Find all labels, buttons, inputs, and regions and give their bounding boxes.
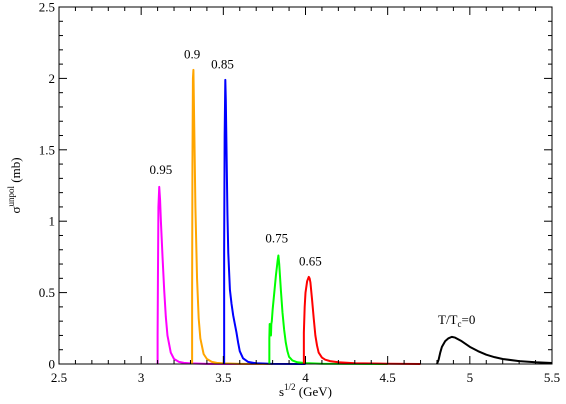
x-tick-label: 3 bbox=[138, 370, 145, 385]
curve-label: T/Tc=0 bbox=[438, 312, 475, 329]
curve-label: 0.65 bbox=[299, 253, 322, 268]
curves-layer bbox=[156, 68, 553, 365]
y-axis-label-rest: (mb) bbox=[8, 157, 23, 186]
series-line-5 bbox=[436, 335, 553, 365]
series-line-2 bbox=[223, 78, 306, 365]
curve-label: 0.95 bbox=[150, 162, 173, 177]
y-tick-label: 2 bbox=[49, 71, 56, 86]
y-tick-label: 0 bbox=[49, 357, 56, 372]
annotations-layer: 0.95 0.9 0.85 0.75 0.65 T/Tc=0 bbox=[150, 46, 476, 329]
x-tick-label: 4 bbox=[302, 370, 309, 385]
y-axis-label: σunpol (mb) bbox=[6, 157, 23, 213]
ticks-layer: 2.5 3 3.5 4 4.5 5 5.5 0 0.5 1 1.5 2 2.5 bbox=[39, 0, 560, 385]
y-tick-label: 2.5 bbox=[39, 0, 55, 15]
series-line-0 bbox=[156, 185, 273, 365]
x-axis-label-rest: (GeV) bbox=[296, 384, 332, 399]
x-tick-label: 4.5 bbox=[380, 370, 396, 385]
x-tick-label: 5 bbox=[467, 370, 474, 385]
x-axis-label-base: s bbox=[279, 384, 284, 399]
y-tick-label: 1.5 bbox=[39, 142, 55, 157]
y-axis-label-base: σ bbox=[8, 207, 23, 214]
y-axis-label-sup: unpol bbox=[6, 186, 16, 207]
series-line-4 bbox=[302, 275, 421, 365]
x-tick-label: 5.5 bbox=[544, 370, 560, 385]
x-axis-label: s1/2 (GeV) bbox=[279, 382, 332, 399]
curve-label: 0.9 bbox=[184, 46, 200, 61]
x-tick-label: 3.5 bbox=[215, 370, 231, 385]
series-line-1 bbox=[191, 68, 273, 365]
series-line-3 bbox=[268, 254, 388, 365]
x-tick-label: 2.5 bbox=[51, 370, 67, 385]
curve-label: 0.75 bbox=[265, 231, 288, 246]
y-tick-label: 1 bbox=[49, 214, 56, 229]
x-axis-label-sup: 1/2 bbox=[284, 382, 296, 392]
curve-label: 0.85 bbox=[211, 56, 234, 71]
y-tick-label: 0.5 bbox=[39, 285, 55, 300]
